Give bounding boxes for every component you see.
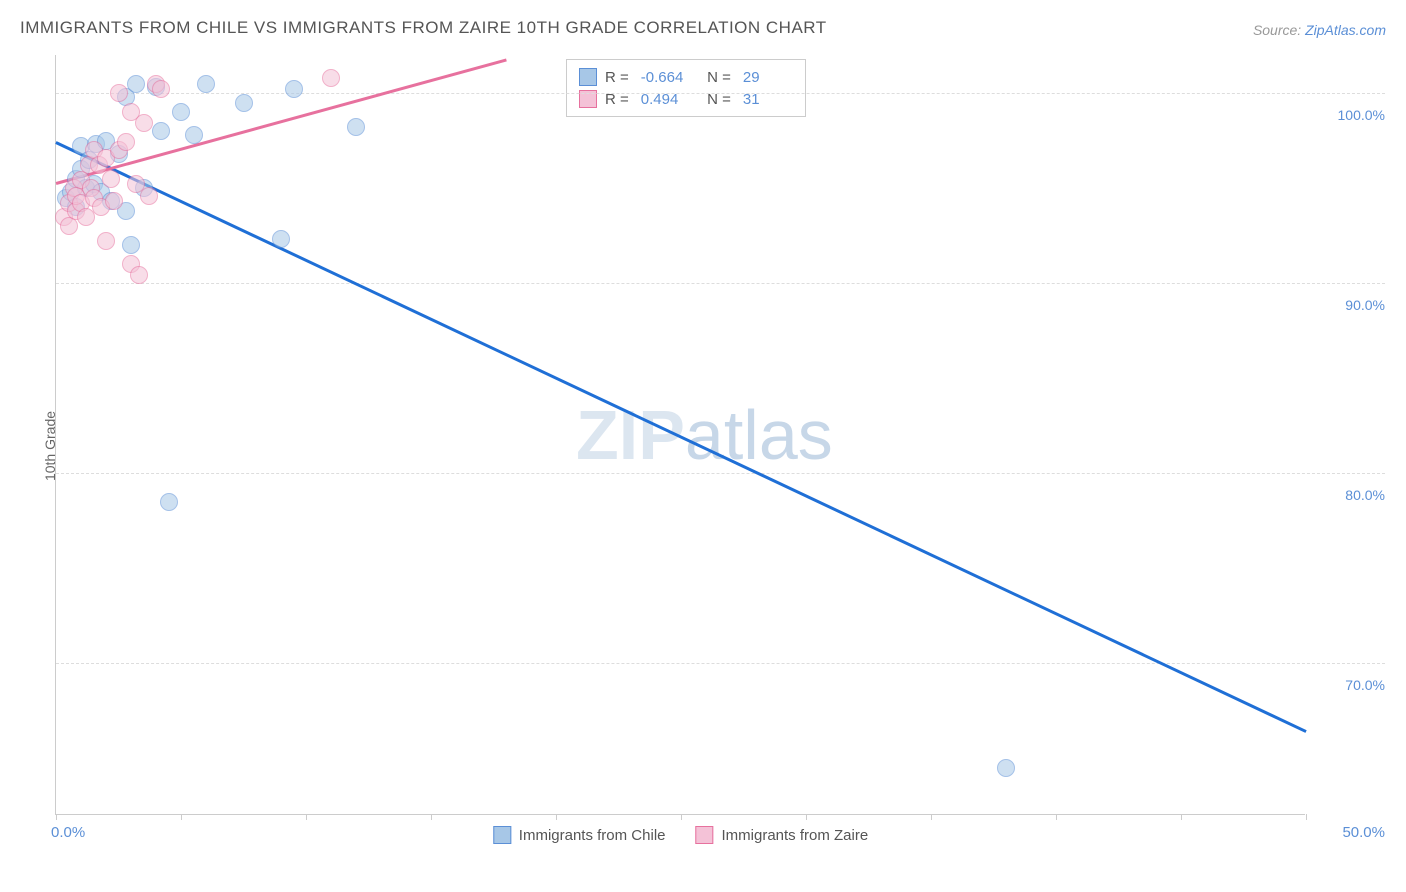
x-tick <box>1181 814 1182 820</box>
data-point <box>152 80 170 98</box>
legend-item: Immigrants from Chile <box>493 826 666 844</box>
gridline <box>56 93 1385 94</box>
trend-line <box>55 141 1306 732</box>
trend-line <box>56 59 507 185</box>
legend-item: Immigrants from Zaire <box>696 826 869 844</box>
watermark-bold: ZIP <box>576 396 685 474</box>
data-point <box>347 118 365 136</box>
watermark-light: atlas <box>685 396 833 474</box>
data-point <box>102 170 120 188</box>
r-value: -0.664 <box>641 69 691 86</box>
data-point <box>152 122 170 140</box>
info-row: R = -0.664 N = 29 <box>579 66 793 88</box>
legend-label: Immigrants from Zaire <box>722 827 869 844</box>
gridline <box>56 283 1385 284</box>
correlation-info-box: R = -0.664 N = 29 R =0.494 N =31 <box>566 59 806 117</box>
gridline <box>56 663 1385 664</box>
data-point <box>110 84 128 102</box>
x-tick <box>681 814 682 820</box>
data-point <box>285 80 303 98</box>
x-tick <box>306 814 307 820</box>
bottom-legend: Immigrants from Chile Immigrants from Zai… <box>493 826 868 844</box>
r-label: R = <box>605 69 629 86</box>
info-row: R =0.494 N =31 <box>579 88 793 110</box>
source-link[interactable]: ZipAtlas.com <box>1305 22 1386 38</box>
legend-swatch <box>696 826 714 844</box>
data-point <box>235 94 253 112</box>
n-value: 29 <box>743 69 793 86</box>
data-point <box>140 187 158 205</box>
data-point <box>97 232 115 250</box>
y-tick-label: 100.0% <box>1338 107 1385 123</box>
x-tick <box>181 814 182 820</box>
data-point <box>117 133 135 151</box>
x-tick <box>931 814 932 820</box>
y-tick-label: 80.0% <box>1345 487 1385 503</box>
data-point <box>185 126 203 144</box>
x-tick <box>556 814 557 820</box>
legend-label: Immigrants from Chile <box>519 827 666 844</box>
data-point <box>997 759 1015 777</box>
x-tick <box>806 814 807 820</box>
data-point <box>272 230 290 248</box>
source-attribution: Source: ZipAtlas.com <box>1253 22 1386 38</box>
scatter-plot: ZIPatlas R =-0.664 N =29R =0.494 N =31 0… <box>55 55 1305 815</box>
x-tick <box>1306 814 1307 820</box>
x-axis-min-label: 0.0% <box>51 824 85 841</box>
gridline <box>56 473 1385 474</box>
x-tick <box>1056 814 1057 820</box>
x-tick <box>431 814 432 820</box>
x-tick <box>56 814 57 820</box>
source-prefix: Source: <box>1253 22 1305 38</box>
legend-swatch <box>493 826 511 844</box>
series-swatch <box>579 68 597 86</box>
data-point <box>197 75 215 93</box>
chart-title: IMMIGRANTS FROM CHILE VS IMMIGRANTS FROM… <box>20 18 827 38</box>
y-tick-label: 90.0% <box>1345 297 1385 313</box>
data-point <box>160 493 178 511</box>
data-point <box>122 236 140 254</box>
data-point <box>322 69 340 87</box>
x-axis-max-label: 50.0% <box>1342 824 1385 841</box>
y-tick-label: 70.0% <box>1345 677 1385 693</box>
data-point <box>172 103 190 121</box>
data-point <box>105 192 123 210</box>
data-point <box>135 114 153 132</box>
data-point <box>130 266 148 284</box>
data-point <box>127 75 145 93</box>
n-label: N = <box>699 69 731 86</box>
